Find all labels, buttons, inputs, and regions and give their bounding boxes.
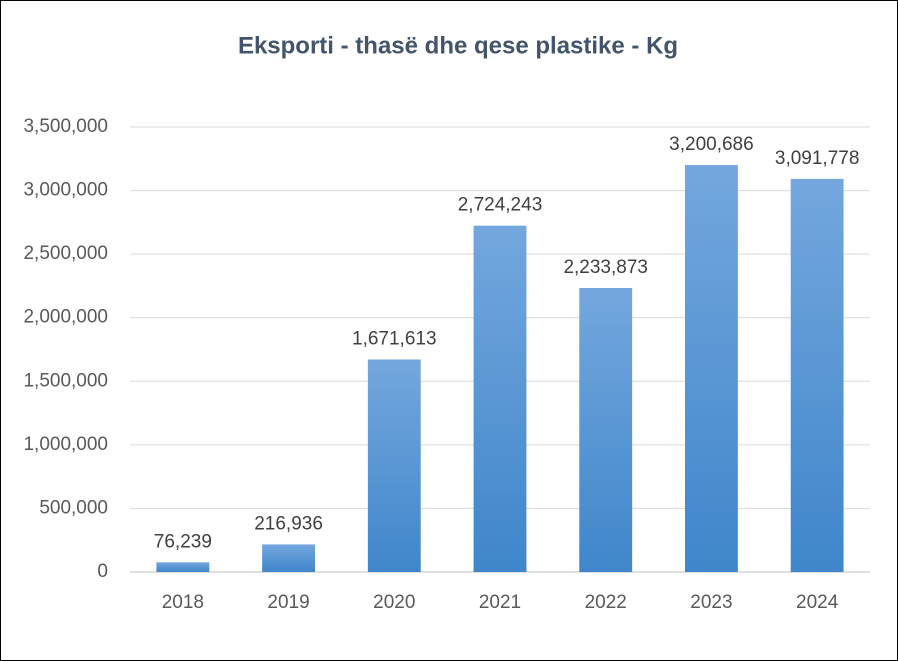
- data-label: 1,671,613: [352, 328, 437, 349]
- bar: [367, 359, 421, 572]
- bar: [579, 287, 633, 572]
- data-label: 3,091,778: [775, 148, 860, 169]
- y-tick-label: 2,000,000: [23, 307, 108, 328]
- x-tick-label: 2021: [479, 592, 521, 613]
- y-tick-label: 0: [97, 561, 108, 582]
- data-label: 2,724,243: [458, 195, 543, 216]
- x-tick-label: 2022: [585, 592, 627, 613]
- data-label: 216,936: [254, 513, 323, 534]
- chart-title: Eksporti - thasë dhe qese plastike - Kg: [238, 32, 678, 59]
- y-tick-label: 1,000,000: [23, 434, 108, 455]
- y-tick-label: 3,000,000: [23, 180, 108, 201]
- x-tick-label: 2024: [796, 592, 839, 613]
- x-tick-label: 2023: [690, 592, 732, 613]
- y-tick-label: 3,500,000: [23, 116, 108, 137]
- x-tick-label: 2018: [162, 592, 204, 613]
- data-label: 76,239: [154, 531, 212, 552]
- bar: [790, 178, 844, 572]
- bar: [156, 562, 210, 572]
- bar: [262, 544, 315, 572]
- data-label: 3,200,686: [669, 134, 754, 155]
- data-label: 2,233,873: [563, 257, 648, 278]
- x-tick-label: 2020: [373, 592, 415, 613]
- y-tick-label: 2,500,000: [23, 243, 108, 264]
- x-tick-label: 2019: [267, 592, 309, 613]
- y-tick-label: 500,000: [39, 497, 108, 518]
- bar: [473, 225, 527, 572]
- bar: [685, 165, 738, 572]
- y-tick-label: 1,500,000: [23, 370, 108, 391]
